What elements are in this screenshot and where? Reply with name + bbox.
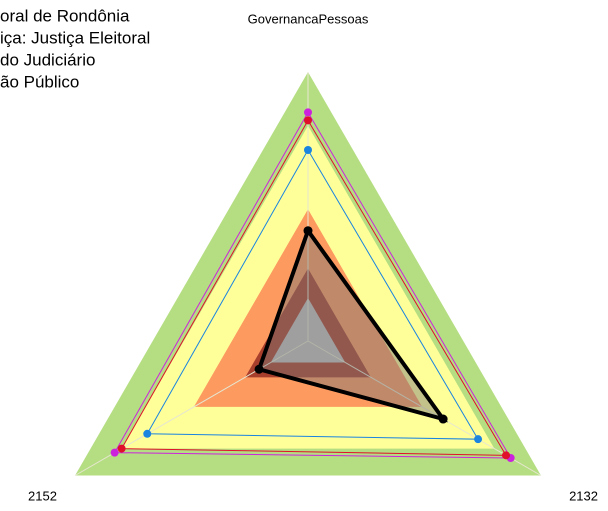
series-point [117, 444, 126, 453]
axis-label: GovernancaPessoas [248, 11, 369, 26]
series-point [502, 451, 511, 460]
series-point [143, 429, 152, 438]
series-line [113, 111, 512, 459]
series-point [304, 116, 312, 125]
axis-label: 2152 [28, 488, 57, 503]
spoke [307, 340, 542, 476]
series-point [304, 146, 312, 155]
series-line [146, 149, 479, 440]
series-point [303, 226, 313, 236]
series-line [256, 226, 449, 423]
series-point [110, 448, 119, 457]
series-point [304, 108, 312, 117]
axis-label: 2132 [569, 488, 598, 503]
series-point [254, 364, 264, 374]
series-point [474, 435, 483, 444]
legend-entry: ão Público [0, 72, 79, 91]
legend-entry: oral de Rondônia [0, 6, 130, 25]
series-point [438, 414, 448, 424]
legend-entry: iça: Justiça Eleitoral [0, 28, 150, 47]
series-line [120, 119, 507, 456]
legend-entry: do Judiciário [0, 50, 95, 69]
